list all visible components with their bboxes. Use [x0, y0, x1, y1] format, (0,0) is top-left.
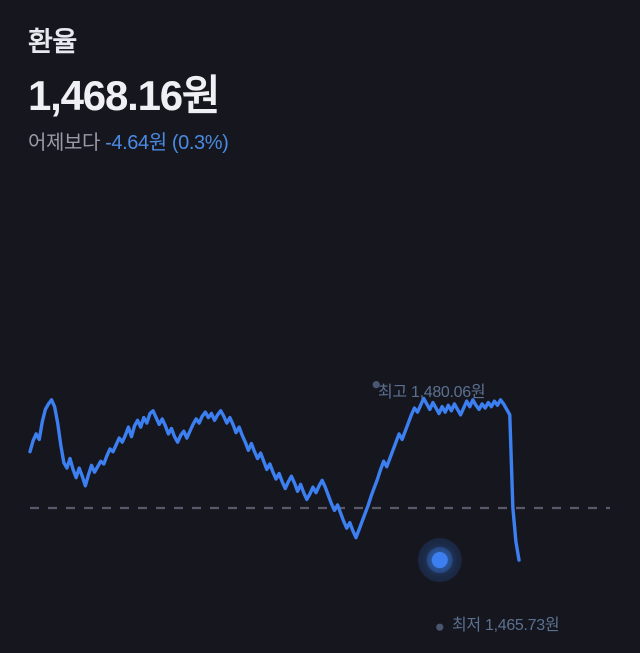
change-label: 어제보다 — [28, 131, 100, 154]
current-point-dot[interactable] — [431, 552, 448, 569]
chart-svg — [28, 381, 610, 631]
high-label: 최고 1,480.06원 — [378, 384, 486, 401]
price-line — [28, 396, 521, 562]
change-row: 어제보다 -4.64원 (0.3%) — [28, 130, 588, 156]
low-label: 최저 1,465.73원 — [452, 617, 560, 634]
current-price: 1,468.16원 — [28, 71, 221, 119]
low-point-dot — [436, 623, 444, 631]
high-point-dot — [372, 381, 380, 389]
rate-chart[interactable] — [0, 360, 640, 653]
page-title: 환율 — [28, 27, 77, 57]
header: 환율 1,468.16원 어제보다 -4.64원 (0.3%) — [28, 26, 588, 156]
change-value: -4.64원 (0.3%) — [105, 131, 229, 154]
